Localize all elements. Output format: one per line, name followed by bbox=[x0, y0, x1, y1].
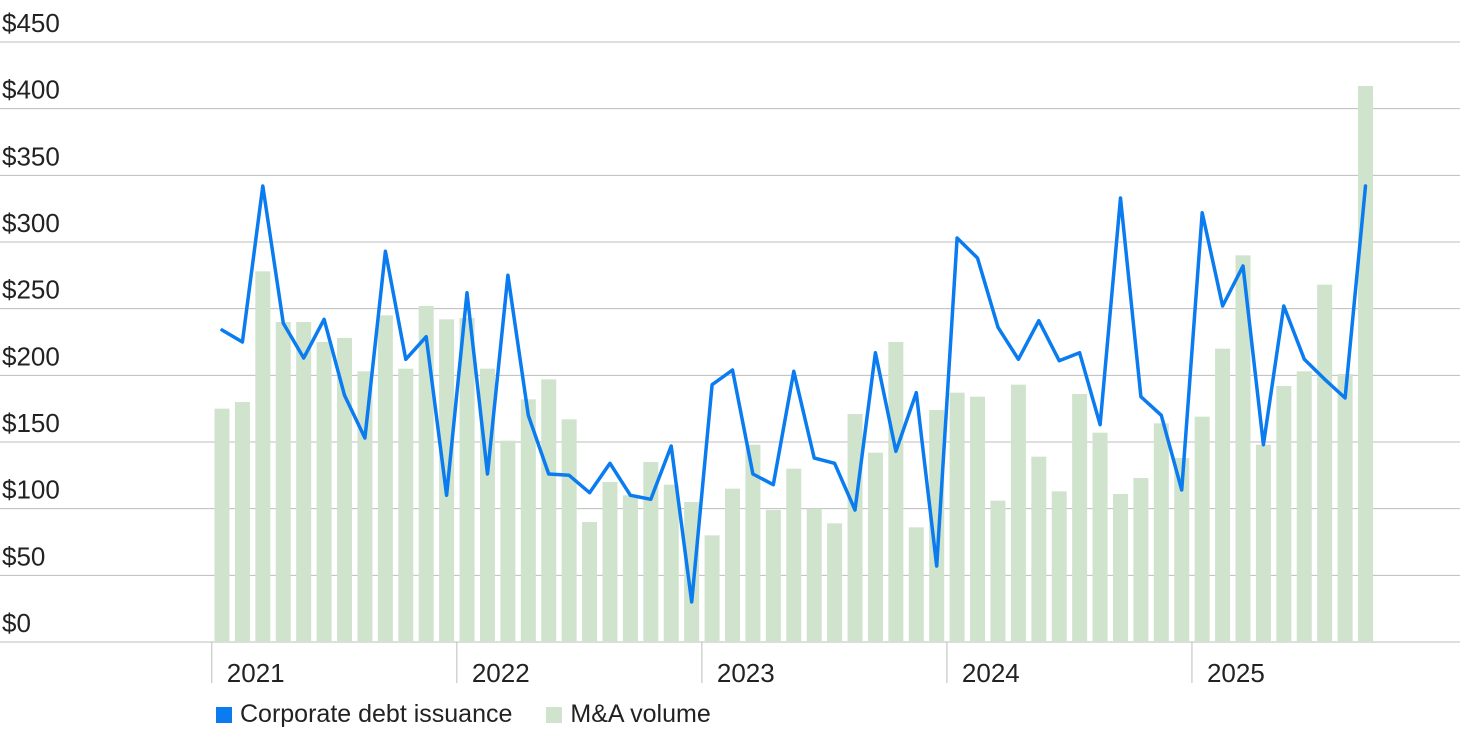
bar bbox=[1174, 458, 1190, 642]
bar bbox=[1153, 423, 1169, 642]
y-tick-label: $450 bbox=[2, 8, 60, 38]
bar bbox=[602, 482, 618, 642]
line-corporate-debt bbox=[220, 184, 1368, 604]
y-tick-label: $100 bbox=[2, 475, 60, 505]
legend-item-ma: M&A volume bbox=[546, 700, 711, 729]
bar bbox=[725, 488, 740, 642]
bar bbox=[316, 342, 332, 642]
bar bbox=[214, 408, 230, 642]
bar bbox=[337, 338, 353, 642]
bar bbox=[1276, 386, 1292, 642]
line-series-corporate-debt bbox=[220, 184, 1368, 604]
x-tick-label: 2022 bbox=[472, 658, 530, 688]
bar bbox=[582, 522, 598, 642]
bar bbox=[377, 315, 393, 642]
bar bbox=[520, 399, 536, 642]
y-tick-label: $50 bbox=[2, 541, 45, 571]
bar bbox=[1072, 394, 1088, 642]
y-tick-label: $200 bbox=[2, 341, 60, 371]
bar bbox=[541, 379, 557, 642]
bar bbox=[786, 468, 802, 642]
y-tick-label: $350 bbox=[2, 141, 60, 171]
bar bbox=[765, 510, 781, 642]
bar bbox=[1358, 86, 1374, 642]
bar bbox=[622, 495, 638, 642]
legend-label-debt: Corporate debt issuance bbox=[240, 700, 513, 728]
bar bbox=[990, 500, 1006, 642]
bar bbox=[1092, 432, 1108, 642]
bar bbox=[255, 271, 271, 642]
bar bbox=[1194, 416, 1210, 642]
bar bbox=[867, 452, 883, 642]
bar bbox=[1112, 494, 1128, 642]
bar bbox=[418, 306, 434, 642]
x-tick-label: 2024 bbox=[962, 658, 1020, 688]
bar bbox=[663, 484, 679, 642]
bar bbox=[827, 523, 843, 642]
bar bbox=[1031, 456, 1047, 642]
legend-label-ma: M&A volume bbox=[570, 700, 711, 728]
y-tick-label: $250 bbox=[2, 275, 60, 305]
x-tick-label: 2023 bbox=[717, 658, 775, 688]
bar bbox=[234, 402, 250, 642]
x-tick-label: 2021 bbox=[227, 658, 285, 688]
bar bbox=[500, 440, 516, 642]
y-axis-labels: $0 $50 $100 $150 $200 $250 $300 $350 $400 $450 bbox=[2, 8, 60, 638]
bar bbox=[970, 396, 986, 642]
bar bbox=[1296, 371, 1312, 642]
legend-swatch-ma bbox=[546, 706, 563, 723]
bar bbox=[296, 322, 312, 642]
x-axis: 2021 2022 2023 2024 2025 bbox=[211, 642, 1265, 688]
bar bbox=[1235, 255, 1251, 643]
legend-swatch-debt bbox=[216, 706, 232, 723]
bar bbox=[684, 502, 700, 642]
y-tick-label: $400 bbox=[2, 75, 60, 105]
legend: Corporate debt issuance M&A volume bbox=[216, 700, 711, 729]
bar bbox=[398, 368, 414, 642]
bar bbox=[561, 419, 577, 642]
bar bbox=[704, 535, 720, 642]
bar bbox=[806, 508, 822, 642]
bar bbox=[929, 410, 945, 642]
y-tick-label: $300 bbox=[2, 208, 60, 238]
bar bbox=[888, 342, 904, 642]
x-tick-label: 2025 bbox=[1207, 658, 1265, 688]
bar bbox=[847, 414, 863, 642]
legend-item-debt: Corporate debt issuance bbox=[216, 700, 512, 729]
y-tick-label: $0 bbox=[2, 608, 31, 638]
bar bbox=[459, 318, 475, 642]
bar bbox=[949, 392, 965, 642]
bar bbox=[1317, 284, 1333, 642]
bar bbox=[1255, 444, 1271, 642]
bar bbox=[1010, 384, 1026, 642]
bar bbox=[1215, 348, 1231, 642]
bar bbox=[1051, 491, 1067, 642]
bar bbox=[357, 371, 373, 642]
bar bbox=[1133, 478, 1149, 642]
bar bbox=[643, 462, 659, 642]
bar-series-ma-volume bbox=[214, 86, 1374, 643]
bar bbox=[1337, 374, 1353, 642]
y-tick-label: $150 bbox=[2, 408, 60, 438]
bar bbox=[275, 322, 291, 642]
bar bbox=[908, 527, 924, 642]
bar bbox=[745, 444, 761, 642]
